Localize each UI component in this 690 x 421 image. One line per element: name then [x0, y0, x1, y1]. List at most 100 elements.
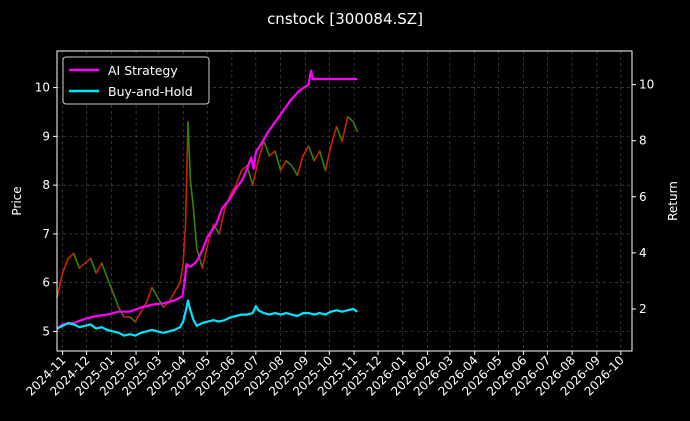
price-point — [324, 169, 327, 172]
price-point — [179, 281, 181, 284]
price-segment — [195, 248, 204, 269]
price-point — [112, 291, 114, 294]
price-point — [318, 150, 321, 152]
legend-label-ai-strategy: AI Strategy — [108, 63, 178, 78]
price-point — [207, 242, 209, 245]
price-point — [117, 306, 120, 308]
price-point — [182, 262, 185, 265]
price-segment — [145, 287, 153, 303]
left-axis: 5 6 7 8 9 10 — [35, 81, 57, 338]
price-point — [307, 145, 310, 148]
price-point — [162, 306, 165, 308]
price-segment — [84, 257, 92, 264]
legend: AI Strategy Buy-and-Hold — [62, 56, 210, 105]
strategy-lines — [56, 69, 358, 337]
price-segment — [207, 223, 215, 244]
price-point — [61, 272, 64, 274]
price-segment — [95, 262, 103, 274]
price-segment — [61, 258, 69, 274]
price-segment — [307, 145, 315, 162]
price-point — [257, 159, 260, 162]
price-segment — [318, 150, 327, 171]
price-point — [341, 140, 344, 143]
price-point — [187, 120, 189, 123]
price-point — [290, 164, 293, 167]
price-segment — [274, 150, 282, 171]
price-segment — [73, 253, 81, 269]
price-point — [184, 223, 187, 226]
price-segment — [341, 116, 349, 142]
price-segment — [335, 126, 343, 142]
price-point — [313, 159, 316, 162]
price-point — [139, 311, 142, 313]
price-point — [106, 276, 109, 279]
price-segment — [324, 145, 332, 171]
price-point — [268, 154, 271, 157]
price-segment — [56, 272, 64, 298]
x-axis: 2024-112024-122025-012025-022025-032025-… — [23, 351, 627, 399]
price-segment — [129, 316, 136, 323]
left-tick-label: 6 — [42, 276, 50, 290]
price-point — [128, 315, 131, 318]
price-segment — [268, 150, 276, 157]
price-segment — [296, 155, 304, 176]
price-segment — [251, 160, 260, 186]
price-point — [195, 247, 198, 250]
left-tick-label: 8 — [42, 178, 50, 192]
price-segment — [330, 126, 338, 147]
price-point — [95, 272, 98, 274]
price-segment — [201, 243, 209, 269]
right-tick-label: 2 — [639, 302, 647, 316]
left-axis-label: Price — [10, 186, 24, 215]
chart-title: cnstock [300084.SZ] — [267, 10, 423, 28]
price-point — [330, 145, 332, 148]
price-segment — [179, 263, 184, 283]
price-point — [72, 252, 75, 255]
left-tick-label: 7 — [42, 227, 50, 241]
price-segment — [192, 209, 198, 249]
price-point — [296, 174, 299, 177]
price-segment — [257, 141, 265, 161]
price-segment — [313, 150, 321, 162]
price-point — [346, 115, 349, 118]
price-segment — [291, 165, 299, 176]
price-point — [151, 286, 153, 289]
price-point — [100, 262, 103, 265]
price-segment — [151, 287, 159, 298]
price-point — [234, 184, 237, 187]
left-tick-label: 5 — [42, 324, 50, 338]
right-tick-label: 10 — [639, 78, 654, 92]
price-segment — [112, 292, 120, 308]
price-segment — [106, 277, 114, 293]
price-point — [274, 150, 276, 152]
price-point — [302, 154, 304, 157]
price-segment — [134, 311, 142, 323]
right-tick-label: 8 — [639, 134, 647, 148]
price-segment — [352, 121, 359, 132]
price-segment — [100, 262, 109, 279]
left-tick-label: 9 — [42, 129, 50, 143]
price-segment — [156, 296, 164, 308]
price-point — [352, 120, 355, 123]
price-point — [335, 125, 338, 128]
price-point — [189, 179, 192, 182]
price-segment — [189, 180, 195, 210]
price-segment — [302, 145, 310, 157]
price-point — [279, 169, 282, 172]
series-line-ai-strategy — [56, 69, 358, 330]
price-segment — [229, 184, 237, 196]
price-point — [134, 320, 137, 323]
price-point — [123, 315, 125, 318]
legend-box — [62, 56, 210, 105]
price-point — [89, 257, 92, 260]
price-segment — [263, 140, 271, 157]
legend-label-buy-and-hold: Buy-and-Hold — [108, 84, 193, 99]
left-tick-label: 10 — [35, 81, 50, 95]
series-line-buy-and-hold — [56, 299, 358, 337]
price-point — [78, 267, 81, 269]
price-segment — [347, 116, 354, 123]
price-point — [218, 233, 221, 235]
price-segment — [184, 121, 189, 225]
price-segment — [89, 258, 97, 274]
